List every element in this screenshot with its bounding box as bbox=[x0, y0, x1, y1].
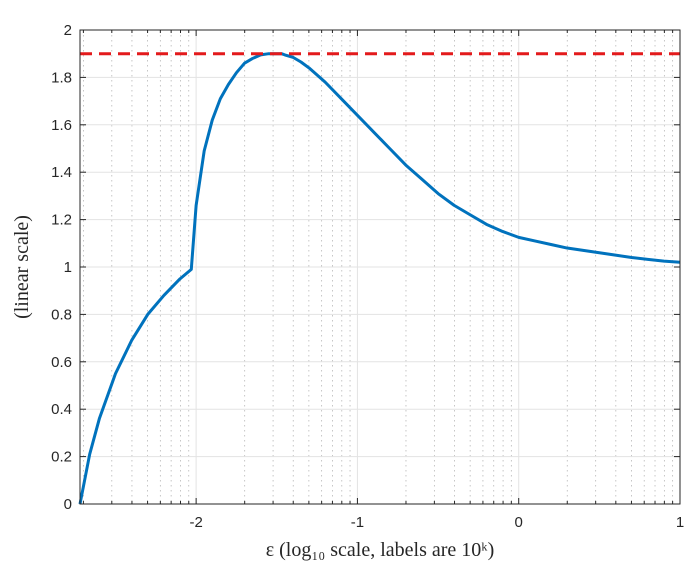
x-tick-label: -1 bbox=[351, 514, 364, 531]
ticks bbox=[80, 29, 681, 505]
y-axis-label: (linear scale) bbox=[11, 215, 33, 319]
minor-grid bbox=[82, 30, 674, 504]
y-tick-label: 1.6 bbox=[51, 117, 72, 134]
y-tick-label: 1.4 bbox=[51, 164, 72, 181]
x-tick-label: -2 bbox=[189, 514, 202, 531]
y-tick-label: 2 bbox=[64, 22, 72, 39]
y-tick-label: 1.8 bbox=[51, 69, 72, 86]
major-grid bbox=[80, 29, 681, 505]
x-axis-label: ε (log₁₀ scale, labels are 10ᵏ) bbox=[266, 539, 495, 561]
y-tick-label: 0.2 bbox=[51, 449, 72, 466]
y-tick-label: 1.2 bbox=[51, 212, 72, 229]
series-layer bbox=[78, 52, 681, 505]
x-tick-label: 1 bbox=[676, 514, 684, 531]
y-tick-label: 0 bbox=[64, 496, 72, 513]
y-tick-label: 0.4 bbox=[51, 401, 72, 418]
y-tick-label: 0.8 bbox=[51, 306, 72, 323]
y-tick-label: 0.6 bbox=[51, 354, 72, 371]
x-tick-label: 0 bbox=[515, 514, 523, 531]
curve-line bbox=[78, 52, 681, 505]
y-tick-label: 1 bbox=[64, 259, 72, 276]
tick-labels: -2 -1 0 1 0 0.2 0.4 0.6 0.8 1 1.2 1.4 1.6 1.8 2 bbox=[51, 22, 684, 531]
